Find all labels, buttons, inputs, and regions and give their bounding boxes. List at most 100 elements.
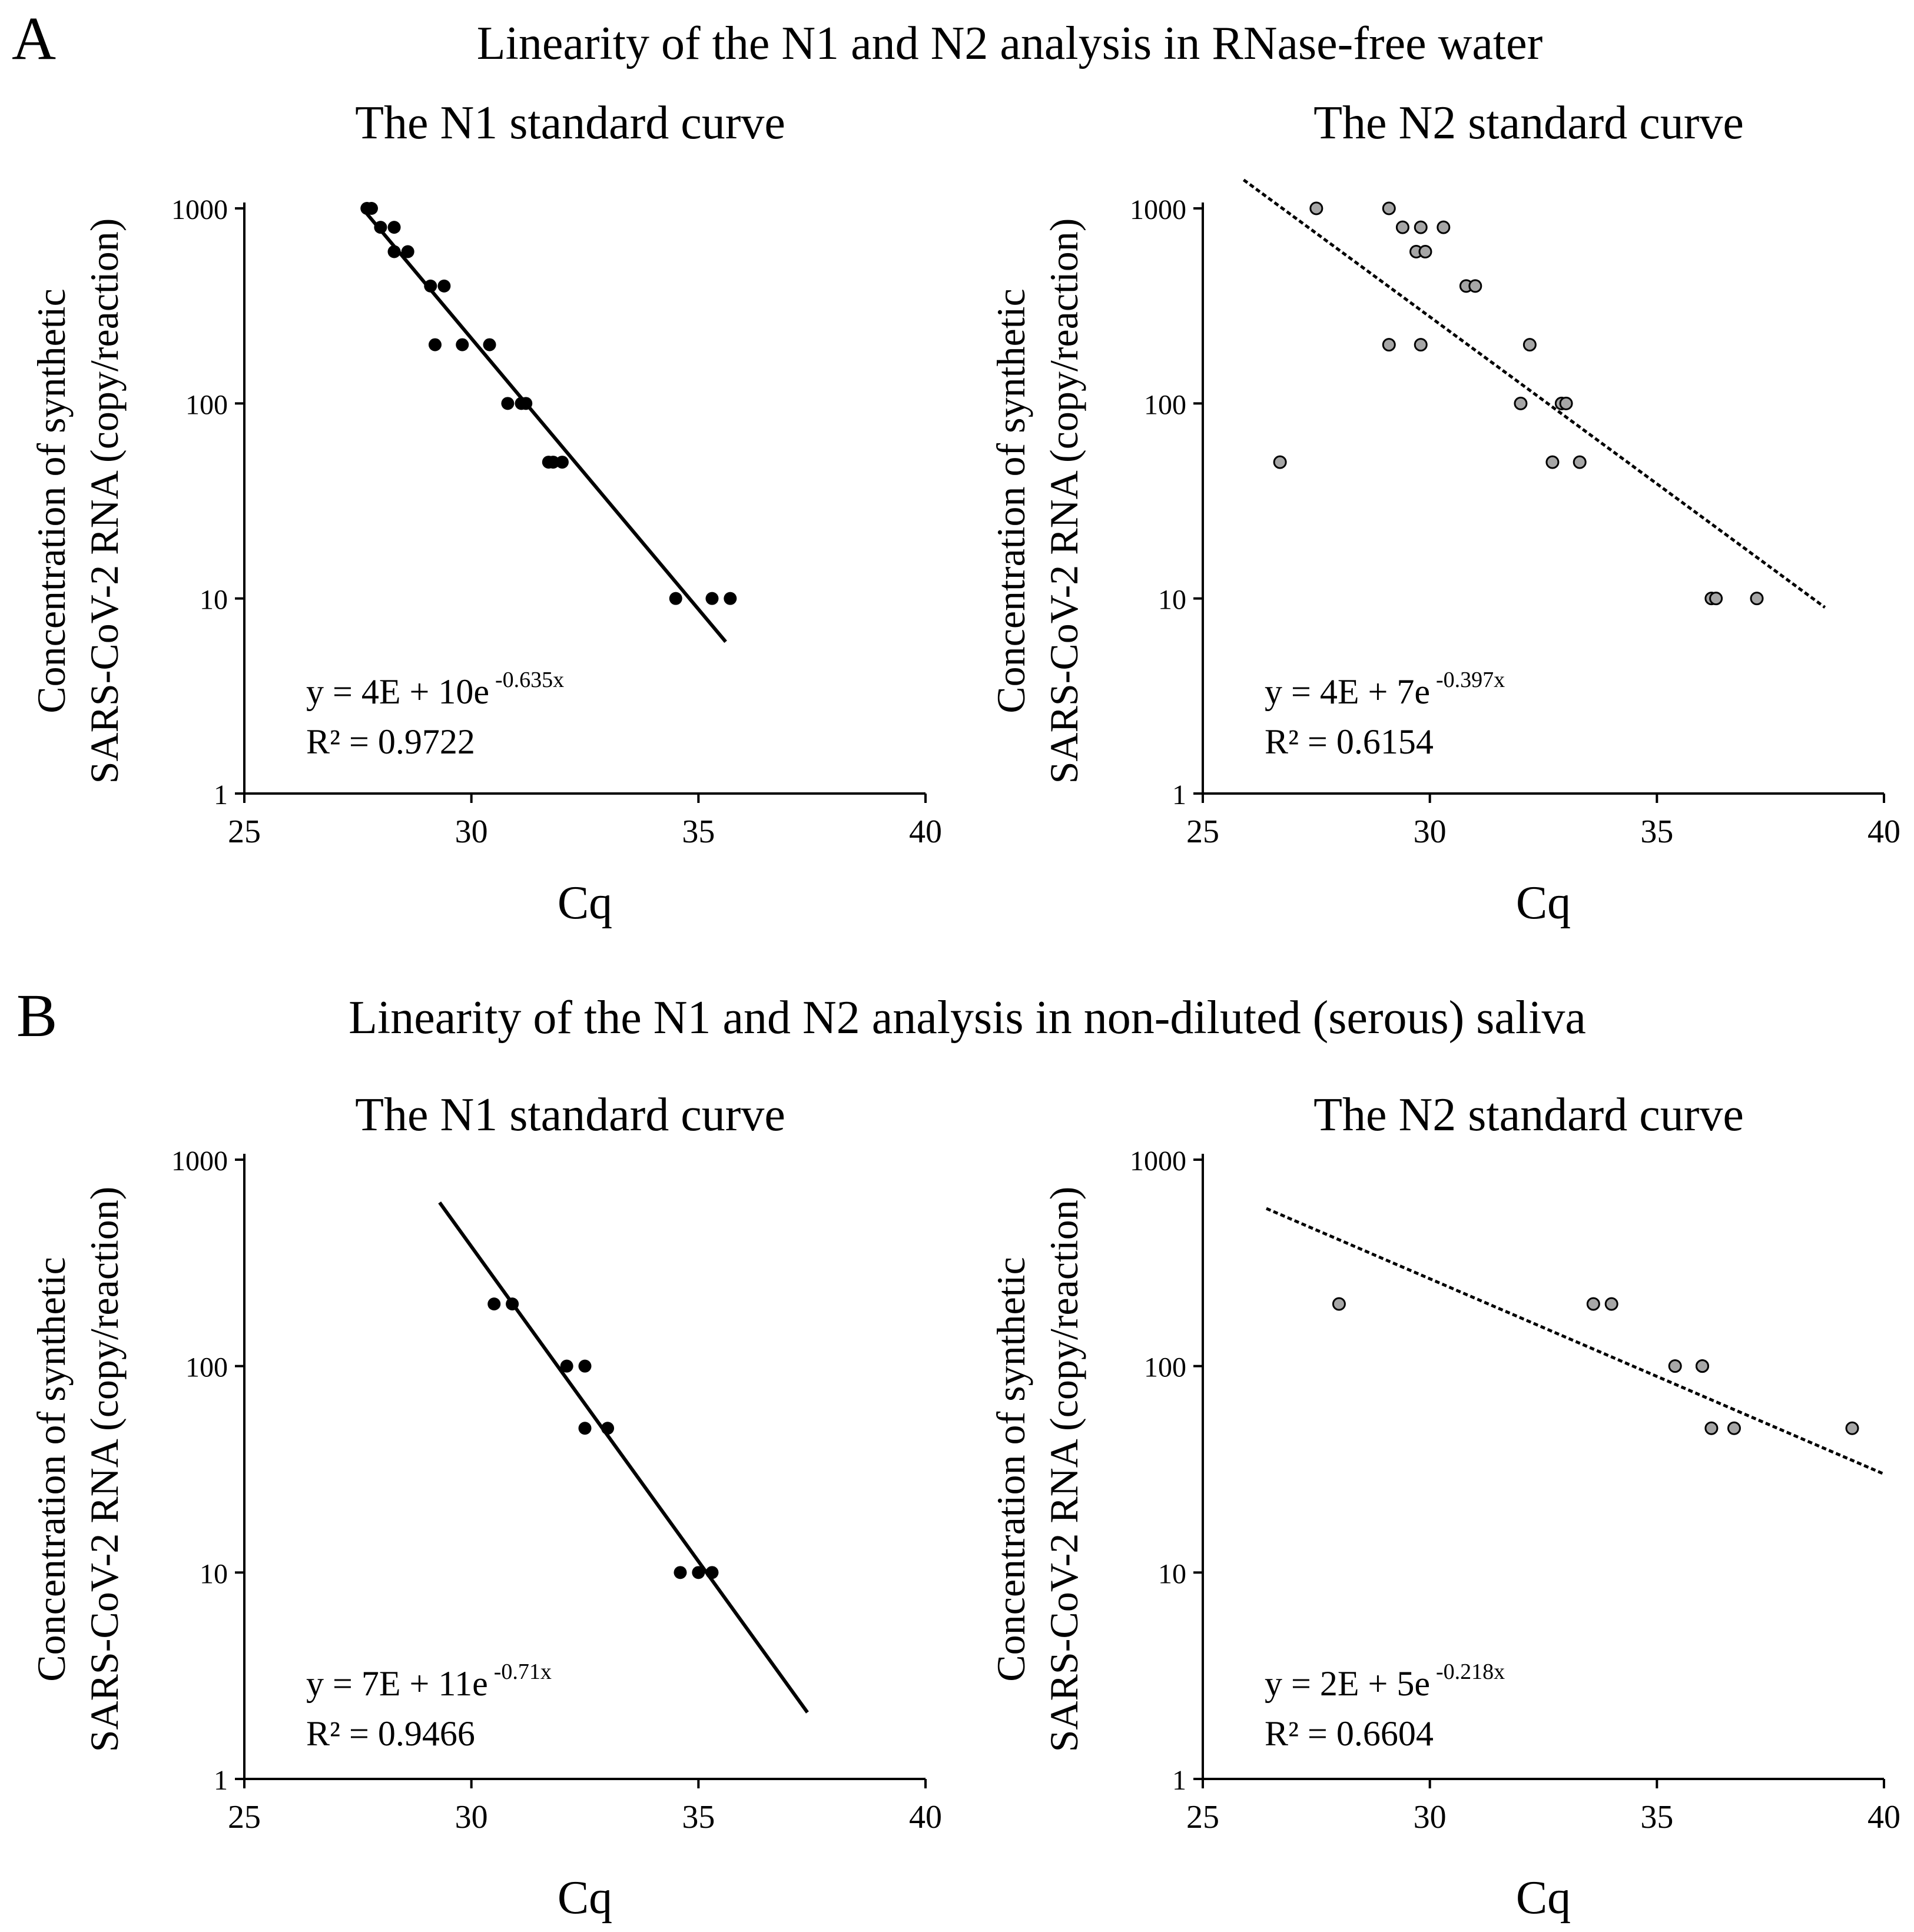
x-tick-label: 35 [682, 1799, 715, 1835]
y-tick-label: 10 [200, 1558, 228, 1589]
data-point [483, 338, 496, 351]
data-point [1709, 592, 1723, 606]
data-point [387, 245, 401, 258]
x-tick-label: 30 [1414, 814, 1447, 850]
y-axis-label-line2: SARS-CoV-2 RNA (copy/reaction) [1041, 1187, 1086, 1752]
data-point [1273, 455, 1287, 469]
data-point [1668, 1359, 1682, 1373]
trendline-equation: y = 2E + 5e -0.218x [1265, 1659, 1505, 1703]
data-point [1704, 1421, 1719, 1435]
x-tick-label: 30 [1414, 1799, 1447, 1835]
data-point [1845, 1421, 1859, 1435]
y-axis-label-line1: Concentration of synthetic [988, 1257, 1033, 1681]
x-axis-label: Cq [558, 877, 612, 929]
x-tick-label: 25 [228, 814, 261, 850]
chart-b-n2-standard-curve: The N2 standard curve 25 30 35 40 1 10 100 1000 C… [988, 1089, 1900, 1924]
r-squared-label: R² = 0.6154 [1265, 722, 1434, 761]
x-tick-label: 35 [1640, 814, 1673, 850]
chart-title: The N1 standard curve [355, 97, 785, 149]
y-tick-label: 100 [185, 1352, 228, 1383]
data-point [428, 338, 442, 351]
equation-exponent: -0.397x [1436, 668, 1505, 692]
y-axis-label-line1: Concentration of synthetic [988, 288, 1033, 713]
data-point [424, 279, 437, 293]
data-point [705, 1566, 719, 1579]
r-squared-label: R² = 0.9466 [306, 1714, 475, 1753]
chart-title: The N2 standard curve [1313, 1089, 1744, 1141]
data-point [1309, 201, 1323, 215]
x-tick-label: 30 [455, 814, 488, 850]
data-point [1695, 1359, 1709, 1373]
data-point [387, 221, 401, 234]
equation-lead: y = 7E + 11e [306, 1664, 488, 1703]
x-tick-label: 35 [682, 814, 715, 850]
data-point [1382, 201, 1396, 215]
data-point [1395, 220, 1409, 234]
y-tick-label: 10 [1158, 585, 1186, 616]
data-point [1727, 1421, 1741, 1435]
x-tick-label: 40 [1867, 814, 1900, 850]
data-point [555, 456, 569, 469]
x-tick-label: 35 [1640, 1799, 1673, 1835]
data-point [1437, 220, 1451, 234]
y-tick-label: 10 [1158, 1558, 1186, 1589]
chart-a-n1-standard-curve: The N1 standard curve 25 30 35 40 1 10 100 1000 C… [29, 97, 942, 929]
y-tick-label: 1000 [171, 1146, 228, 1177]
data-point [1604, 1297, 1618, 1311]
trendline-equation: y = 4E + 7e -0.397x [1265, 668, 1505, 711]
data-point [601, 1422, 615, 1435]
data-point [1573, 455, 1587, 469]
y-tick-label: 1 [214, 1765, 228, 1796]
data-point [546, 456, 560, 469]
trendline-equation: y = 4E + 10e -0.635x [306, 668, 564, 711]
data-point [506, 1297, 519, 1311]
data-point [1468, 279, 1482, 293]
trendline [1242, 178, 1826, 609]
y-tick-label: 100 [1144, 1352, 1186, 1383]
data-point [674, 1566, 687, 1579]
chart-title: The N1 standard curve [355, 1089, 785, 1141]
data-point [669, 592, 682, 605]
panel-b-label: B [16, 982, 57, 1050]
data-point [519, 397, 533, 410]
chart-title: The N2 standard curve [1313, 97, 1744, 149]
r-squared-label: R² = 0.9722 [306, 722, 475, 761]
x-tick-label: 40 [909, 1799, 942, 1835]
data-point [1750, 592, 1764, 606]
equation-lead: y = 4E + 7e [1265, 672, 1430, 711]
panel-a-title: Linearity of the N1 and N2 analysis in R… [477, 18, 1543, 69]
r-squared-label: R² = 0.6604 [1265, 1714, 1434, 1753]
y-axis-label-line2: SARS-CoV-2 RNA (copy/reaction) [82, 218, 127, 784]
data-point [1545, 455, 1560, 469]
data-point [724, 592, 737, 605]
y-tick-label: 1000 [171, 194, 228, 225]
data-point [1514, 396, 1528, 410]
data-point [560, 1359, 573, 1373]
data-point [705, 592, 719, 605]
y-tick-label: 1000 [1130, 1146, 1186, 1177]
data-point [1414, 338, 1428, 352]
data-point [401, 245, 414, 258]
trendline [361, 207, 727, 643]
data-point [1586, 1297, 1600, 1311]
data-point [1559, 396, 1573, 410]
data-point [1382, 338, 1396, 352]
x-tick-label: 30 [455, 1799, 488, 1835]
equation-lead: y = 2E + 5e [1265, 1664, 1430, 1703]
x-tick-label: 40 [909, 814, 942, 850]
data-point [501, 397, 515, 410]
data-point [1522, 338, 1537, 352]
trendline [438, 1201, 809, 1714]
panel-b-title: Linearity of the N1 and N2 analysis in n… [349, 992, 1586, 1044]
equation-exponent: -0.635x [495, 668, 564, 692]
data-point [692, 1566, 705, 1579]
y-tick-label: 1 [1172, 779, 1186, 811]
equation-exponent: -0.218x [1436, 1659, 1505, 1684]
y-axis-label-line2: SARS-CoV-2 RNA (copy/reaction) [82, 1187, 127, 1752]
data-point [456, 338, 469, 351]
data-point [578, 1359, 592, 1373]
panel-a-label: A [12, 5, 56, 72]
data-point [1332, 1297, 1346, 1311]
data-point [1414, 220, 1428, 234]
